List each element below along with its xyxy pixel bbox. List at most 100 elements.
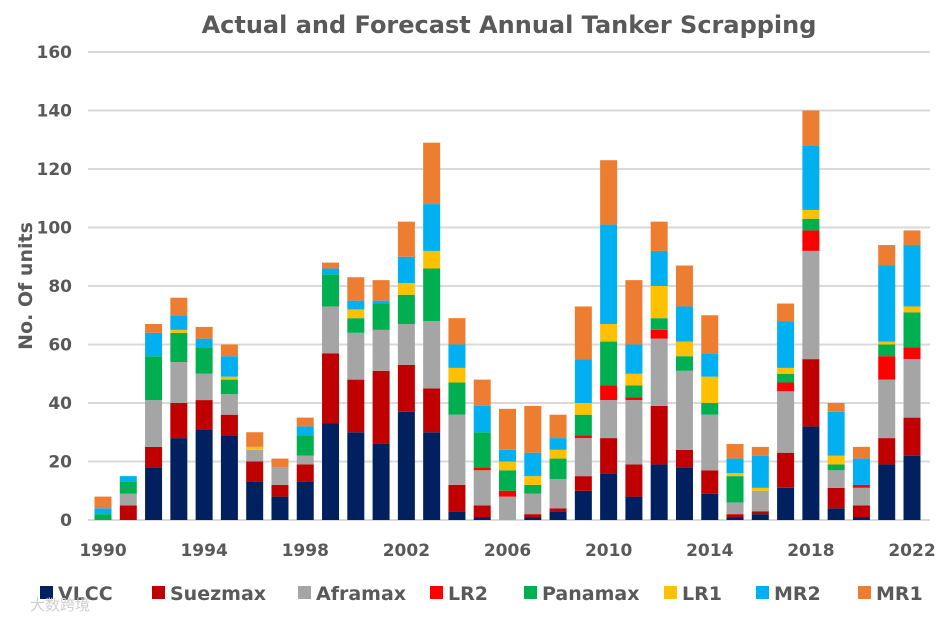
legend-swatch [756, 586, 769, 599]
bar-panamax-2015 [726, 476, 744, 503]
bar-aframax-2000 [347, 332, 365, 380]
bar-panamax-2009 [574, 414, 592, 436]
bar-aframax-1992 [145, 400, 163, 447]
bar-lr1-2010 [600, 324, 618, 342]
bar-suezmax-2008 [549, 508, 567, 512]
legend-item-suezmax: Suezmax [152, 583, 266, 605]
legend-swatch [298, 586, 311, 599]
y-tick-label: 160 [37, 43, 73, 63]
legend-swatch [664, 586, 677, 599]
bar-mr1-2015 [726, 443, 744, 459]
bar-vlcc-1997 [271, 496, 289, 520]
legend-label: MR1 [876, 583, 923, 605]
bar-panamax-2008 [549, 458, 567, 480]
legend-label: Suezmax [170, 583, 266, 605]
bar-vlcc-2011 [625, 496, 643, 520]
bar-stack-1997 [271, 458, 289, 520]
bar-mr2-2017 [777, 321, 795, 368]
bar-aframax-1995 [220, 394, 238, 415]
y-tick-label: 20 [48, 453, 72, 473]
bar-mr2-2006 [499, 449, 516, 462]
bar-mr2-1990 [94, 508, 112, 515]
bar-suezmax-2017 [777, 452, 795, 488]
bar-suezmax-1998 [296, 464, 314, 482]
bar-mr1-2019 [827, 403, 845, 412]
bar-mr2-2003 [423, 204, 441, 251]
bar-vlcc-2010 [600, 473, 618, 520]
bar-vlcc-1992 [145, 467, 163, 520]
legend-swatch [858, 586, 871, 599]
bar-mr1-2017 [777, 303, 795, 322]
bar-lr2-2021 [878, 356, 896, 380]
bar-aframax-2010 [600, 400, 618, 439]
bar-mr1-2010 [600, 160, 618, 225]
bar-suezmax-2003 [423, 388, 441, 433]
bar-vlcc-2017 [777, 487, 795, 520]
bar-vlcc-1994 [195, 429, 213, 520]
bar-lr1-2018 [802, 209, 820, 219]
x-tick-label: 1990 [79, 541, 126, 561]
x-tick-label: 2006 [484, 541, 531, 561]
bar-mr1-2013 [675, 265, 693, 307]
bar-mr2-2015 [726, 458, 744, 474]
bar-mr1-1993 [170, 297, 188, 316]
bar-vlcc-2001 [372, 443, 390, 520]
bar-lr1-2021 [878, 341, 896, 345]
x-tick-label: 1994 [180, 541, 227, 561]
legend-item-mr1: MR1 [858, 583, 923, 605]
bar-aframax-2015 [726, 502, 744, 515]
bar-suezmax-1992 [145, 446, 163, 468]
bar-stack-2021 [878, 245, 896, 520]
bar-vlcc-2007 [524, 517, 542, 520]
bar-aframax-2011 [625, 400, 643, 465]
bar-stack-2002 [397, 221, 415, 520]
bar-aframax-2022 [903, 359, 921, 418]
bar-stack-2007 [524, 405, 542, 520]
bar-stack-2019 [827, 403, 845, 520]
watermark: 大数跨境 [30, 596, 90, 614]
legend-item-lr2: LR2 [430, 583, 488, 605]
bar-stack-2013 [675, 265, 693, 520]
bar-mr1-2003 [423, 142, 441, 205]
bar-panamax-2010 [600, 341, 618, 386]
bar-stack-2018 [802, 110, 820, 520]
bar-suezmax-2000 [347, 379, 365, 433]
bar-mr2-2012 [650, 250, 668, 286]
bar-mr2-2004 [448, 344, 466, 368]
bar-panamax-2019 [827, 464, 845, 471]
bar-suezmax-2022 [903, 417, 921, 456]
bar-lr1-2000 [347, 309, 365, 319]
bar-stack-2016 [751, 446, 769, 520]
bar-lr1-2006 [499, 461, 516, 471]
bar-mr1-1992 [145, 324, 163, 333]
bar-lr2-2017 [777, 382, 795, 392]
bar-aframax-2017 [777, 391, 795, 453]
bar-panamax-2022 [903, 312, 921, 348]
bar-aframax-2016 [751, 490, 769, 512]
bar-lr1-2012 [650, 286, 668, 319]
bar-panamax-1998 [296, 435, 314, 456]
bar-suezmax-2021 [878, 438, 896, 465]
bar-lr2-2020 [852, 484, 870, 488]
bar-stack-1999 [322, 262, 340, 520]
bar-mr2-1994 [195, 338, 213, 348]
bar-vlcc-2000 [347, 432, 365, 520]
bar-mr1-2002 [397, 221, 415, 257]
y-tick-label: 100 [37, 219, 73, 239]
bar-panamax-1992 [145, 356, 163, 401]
bar-lr1-2022 [903, 306, 921, 313]
bar-mr1-2014 [701, 315, 719, 354]
y-tick-label: 0 [60, 511, 72, 531]
bar-lr1-1995 [220, 376, 238, 380]
bar-mr2-2019 [827, 411, 845, 456]
bar-stack-1993 [170, 297, 188, 520]
bar-mr2-2016 [751, 455, 769, 488]
bar-mr2-2002 [397, 256, 415, 284]
bar-mr1-2018 [802, 110, 820, 146]
bar-vlcc-2013 [675, 467, 693, 520]
x-tick-label: 2022 [888, 541, 935, 561]
bar-vlcc-1996 [246, 481, 264, 520]
bar-panamax-2001 [372, 303, 390, 330]
legend-swatch [524, 586, 537, 599]
legend-item-mr2: MR2 [756, 583, 821, 605]
